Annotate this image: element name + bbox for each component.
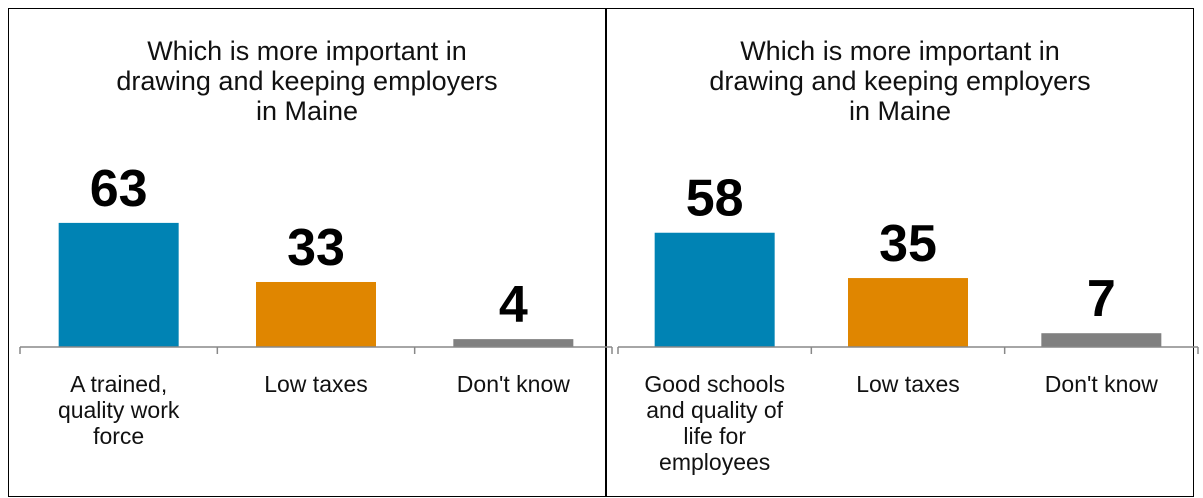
category-label: employees (659, 449, 770, 475)
data-label: 7 (1087, 270, 1116, 328)
data-label: 35 (879, 215, 937, 273)
category-label: A trained, (70, 371, 167, 397)
chart-title-line: drawing and keeping employers (709, 66, 1091, 96)
chart-frame (8, 8, 1194, 497)
category-label: Low taxes (856, 371, 960, 397)
category-label: Don't know (1045, 371, 1158, 397)
bar-2 (453, 339, 574, 347)
chart-panel-trained-workforce: Which is more important in drawing and k… (8, 0, 613, 498)
bar-0 (58, 222, 179, 347)
bar-1 (848, 278, 968, 347)
panel-divider (605, 8, 607, 497)
data-label: 63 (90, 160, 148, 218)
data-label: 58 (686, 170, 744, 228)
category-label: Good schools (644, 371, 785, 397)
category-label: quality work (58, 397, 180, 423)
category-label: Low taxes (264, 371, 368, 397)
chart-title-line: Which is more important in (740, 36, 1060, 66)
chart-panel-schools-quality: Which is more important in drawing and k… (606, 0, 1199, 498)
chart-title-line: in Maine (255, 96, 359, 126)
chart-title: Which is more important in drawing and k… (8, 36, 606, 126)
data-label: 33 (287, 219, 345, 277)
data-label: 4 (499, 276, 528, 334)
chart-title-line: in Maine (848, 96, 952, 126)
category-label: life for (683, 423, 746, 449)
chart-title-line: Which is more important in (147, 36, 467, 66)
chart-title-line: drawing and keeping employers (116, 66, 498, 96)
category-label: and quality of (646, 397, 783, 423)
category-label: Don't know (457, 371, 570, 397)
bar-1 (256, 281, 376, 347)
chart-title: Which is more important in drawing and k… (606, 36, 1194, 126)
bar-0 (654, 232, 775, 347)
bar-2 (1041, 333, 1162, 347)
category-label: force (93, 423, 144, 449)
